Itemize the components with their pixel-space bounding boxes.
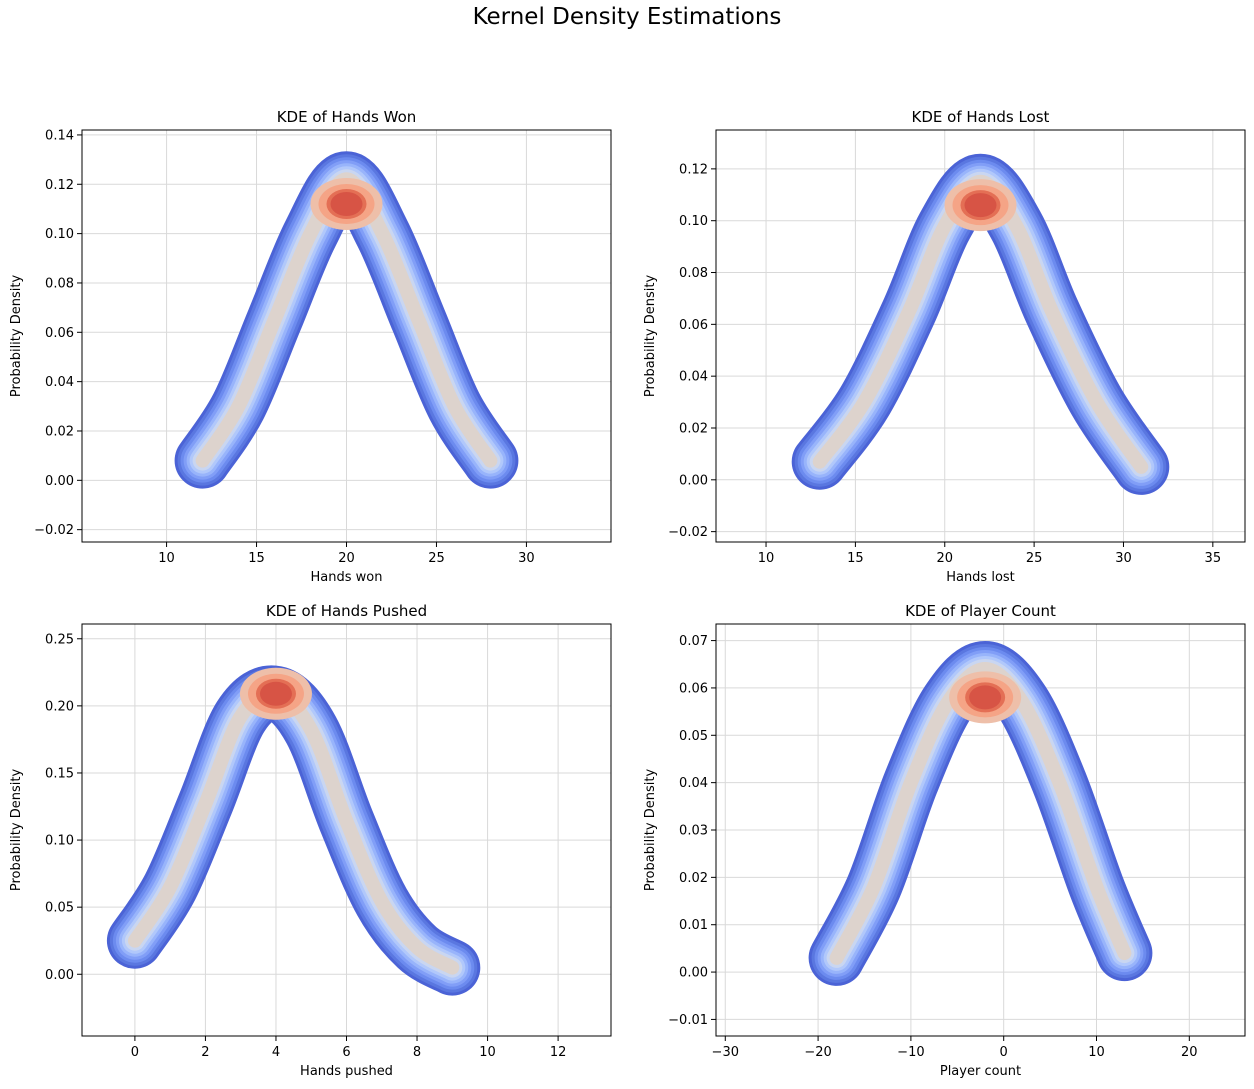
x-tick-label: 0 [1000, 1045, 1008, 1060]
density-contours [106, 665, 481, 996]
y-tick-label: 0.05 [45, 901, 74, 916]
x-tick-label: 25 [1026, 551, 1043, 566]
x-tick-label: 12 [550, 1045, 567, 1060]
y-axis-label: Probability Density [9, 769, 24, 892]
density-contours [791, 153, 1170, 495]
y-tick-label: 0.00 [45, 968, 74, 983]
x-tick-label: 10 [758, 551, 775, 566]
subplot-title: KDE of Hands Pushed [266, 602, 427, 620]
y-tick-label: 0.08 [45, 276, 74, 291]
x-axis-label: Hands pushed [300, 1064, 393, 1079]
peak-contour-3 [969, 685, 1002, 710]
x-tick-label: −20 [804, 1045, 831, 1060]
x-tick-label: 30 [1115, 551, 1132, 566]
y-tick-label: 0.12 [679, 162, 708, 177]
subplot-2: 10 15 20 25 30 35 −0.02 0.00 0.02 0.04 0.06 0.08 0.1… [643, 108, 1246, 585]
x-axis-label: Hands lost [946, 570, 1015, 585]
x-tick-label: 15 [847, 551, 864, 566]
subplot-title: KDE of Player Count [905, 602, 1056, 620]
y-tick-label: 0.04 [45, 375, 74, 390]
x-tick-label: 2 [201, 1045, 209, 1060]
density-contours [808, 641, 1153, 986]
subplot-4: −30 −20 −10 0 10 20 −0.01 0.00 0.01 0.02 0.03 0.04 0… [643, 602, 1246, 1079]
y-tick-label: −0.02 [34, 523, 74, 538]
x-tick-label: 35 [1205, 551, 1222, 566]
axes-frame [715, 129, 1246, 543]
y-tick-label: 0.00 [45, 474, 74, 489]
y-axis-label: Probability Density [643, 275, 658, 398]
x-tick-label: 20 [338, 551, 355, 566]
subplot-1: 10 15 20 25 30 −0.02 0.00 0.02 0.04 0.06 0.08 0.10 0… [9, 108, 612, 585]
y-tick-label: 0.10 [45, 227, 74, 242]
y-tick-label: 0.03 [679, 824, 708, 839]
y-tick-label: 0.00 [679, 966, 708, 981]
y-tick-label: 0.15 [45, 766, 74, 781]
y-tick-label: 0.04 [679, 370, 708, 385]
y-tick-label: 0.06 [679, 681, 708, 696]
peak-contour-3 [964, 193, 997, 218]
y-tick-label: 0.02 [679, 421, 708, 436]
y-tick-label: 0.00 [679, 473, 708, 488]
y-tick-label: 0.04 [679, 776, 708, 791]
y-tick-label: 0.08 [679, 266, 708, 281]
figure-title: Kernel Density Estimations [472, 4, 782, 30]
y-tick-label: 0.10 [679, 214, 708, 229]
y-tick-label: 0.10 [45, 834, 74, 849]
x-axis-label: Hands won [311, 570, 383, 585]
y-axis-label: Probability Density [9, 275, 24, 398]
contour-level-7 [829, 662, 1132, 965]
subplot-title: KDE of Hands Won [277, 108, 417, 126]
x-tick-label: 6 [342, 1045, 350, 1060]
y-tick-label: 0.01 [679, 918, 708, 933]
peak-contour-3 [330, 192, 363, 217]
x-tick-label: 10 [479, 1045, 496, 1060]
y-tick-label: 0.02 [45, 424, 74, 439]
x-tick-label: 20 [936, 551, 953, 566]
x-tick-label: 10 [158, 551, 175, 566]
x-tick-label: 4 [272, 1045, 280, 1060]
y-tick-label: 0.20 [45, 699, 74, 714]
x-tick-label: 30 [518, 551, 535, 566]
x-tick-label: 15 [248, 551, 265, 566]
x-tick-label: 20 [1181, 1045, 1198, 1060]
y-tick-label: 0.06 [679, 318, 708, 333]
x-tick-label: −10 [897, 1045, 924, 1060]
x-axis-label: Player count [940, 1064, 1021, 1079]
y-tick-label: 0.06 [45, 326, 74, 341]
y-tick-label: 0.14 [45, 128, 74, 143]
x-tick-label: 8 [413, 1045, 421, 1060]
y-axis-label: Probability Density [643, 769, 658, 892]
grid [82, 624, 611, 1036]
subplot-title: KDE of Hands Lost [912, 108, 1050, 126]
peak-contour-3 [259, 681, 292, 706]
density-contours [174, 151, 519, 489]
y-tick-label: 0.07 [679, 634, 708, 649]
x-tick-label: 0 [131, 1045, 139, 1060]
x-tick-label: 25 [428, 551, 445, 566]
y-tick-label: 0.02 [679, 871, 708, 886]
y-tick-label: 0.25 [45, 632, 74, 647]
x-tick-label: −30 [712, 1045, 739, 1060]
y-tick-label: −0.01 [668, 1013, 708, 1028]
y-tick-label: 0.05 [679, 729, 708, 744]
subplot-3: 0 2 4 6 8 10 12 0.00 0.05 0.10 0.15 0.20 0.25 KDE of … [9, 602, 612, 1079]
x-tick-label: 10 [1088, 1045, 1105, 1060]
y-tick-label: −0.02 [668, 525, 708, 540]
y-tick-label: 0.12 [45, 178, 74, 193]
